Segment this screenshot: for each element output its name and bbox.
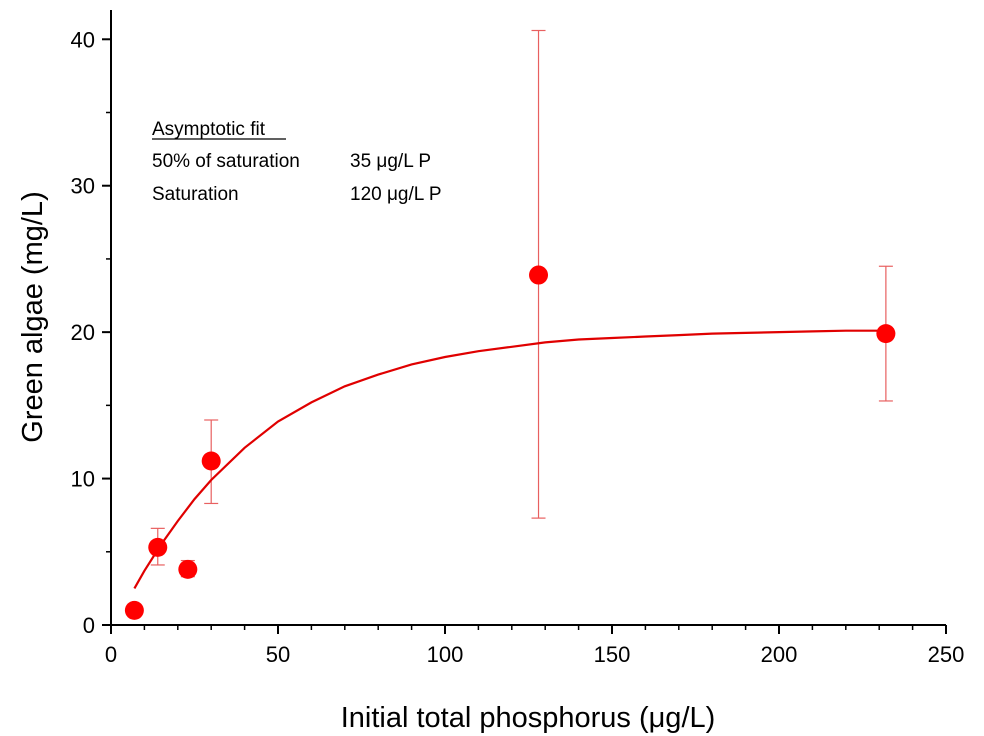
- fit-curve: [133, 329, 886, 589]
- annotation-label-half-saturation: 50% of saturation: [152, 151, 300, 172]
- y-tick-label: 30: [71, 174, 95, 199]
- y-tick-label: 20: [71, 320, 95, 345]
- x-tick-label: 50: [266, 642, 290, 667]
- data-points: [124, 265, 896, 620]
- data-point: [201, 451, 221, 471]
- data-point: [124, 600, 144, 620]
- y-tick-label: 0: [83, 613, 95, 638]
- annotation-value-half-saturation: 35 μg/L P: [350, 151, 431, 172]
- x-tick-label: 250: [928, 642, 965, 667]
- error-bars: [127, 29, 893, 611]
- data-point: [148, 537, 168, 557]
- x-tick-label: 100: [427, 642, 464, 667]
- y-tick-label: 40: [71, 27, 95, 52]
- annotation-label-saturation: Saturation: [152, 184, 239, 205]
- x-tick-label: 0: [105, 642, 117, 667]
- x-axis-title: Initial total phosphorus (μg/L): [341, 702, 716, 734]
- data-point: [876, 324, 896, 344]
- data-point: [178, 559, 198, 579]
- annotation-value-saturation: 120 μg/L P: [350, 184, 442, 205]
- x-tick-label: 150: [594, 642, 631, 667]
- x-tick-label: 200: [761, 642, 798, 667]
- y-tick-label: 10: [71, 467, 95, 492]
- annotation-heading: Asymptotic fit: [152, 119, 266, 140]
- data-point: [529, 265, 549, 285]
- axes: 0 50 100 150 200 250 0 10 20 30 40: [71, 10, 965, 667]
- fit-curve-group: [133, 329, 886, 589]
- annotation-box: Asymptotic fit 50% of saturation 35 μg/L…: [152, 119, 442, 205]
- y-axis-title: Green algae (mg/L): [17, 191, 49, 442]
